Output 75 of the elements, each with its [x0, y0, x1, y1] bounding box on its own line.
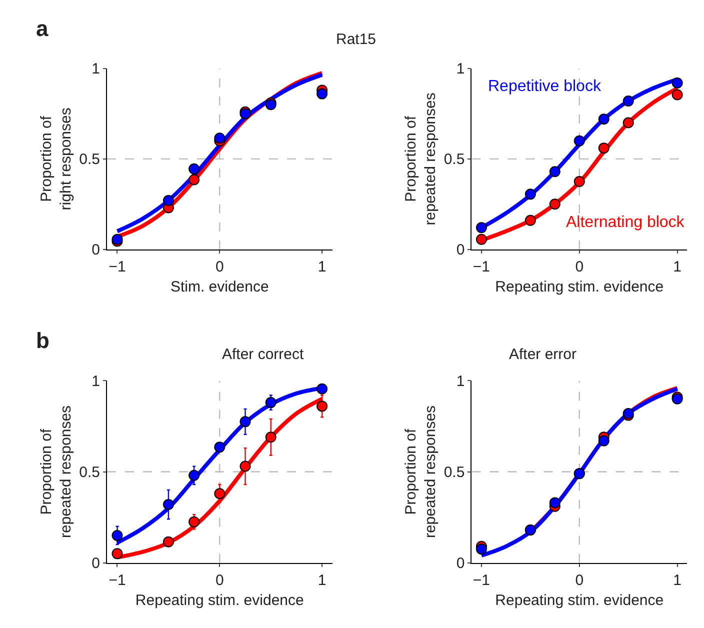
x-axis-title: Repeating stim. evidence [495, 278, 664, 296]
point [672, 77, 683, 88]
text: Rat15 [336, 31, 376, 48]
point [524, 214, 536, 226]
text: b [36, 328, 50, 353]
x-tick-label: 0 [215, 572, 224, 589]
point [214, 132, 226, 144]
series-label: Alternating block [566, 214, 686, 231]
point [265, 397, 276, 408]
x-tick-label: 0 [575, 258, 584, 276]
y-tick-label: 0.5 [444, 151, 465, 168]
point [188, 163, 200, 174]
x-tick-label: 0 [215, 258, 224, 276]
point [598, 142, 610, 154]
point [476, 222, 487, 234]
x-tick-label: −1 [472, 572, 490, 589]
x-axis-title: Repeating stim. evidence [495, 592, 664, 609]
point [672, 89, 683, 100]
point [549, 166, 560, 178]
point [162, 499, 174, 510]
y-tick-label: 1 [456, 60, 465, 78]
point [188, 516, 200, 528]
point [240, 416, 251, 428]
y-tick-label: 0.5 [79, 151, 100, 168]
point [162, 536, 174, 548]
x-tick-label: 1 [673, 258, 682, 276]
series-label: Repetitive block [488, 78, 602, 95]
point [549, 198, 560, 210]
point [162, 195, 174, 206]
x-tick-label: −1 [108, 572, 126, 589]
y-axis-title: Proportion of right responses [38, 108, 74, 210]
point [214, 488, 226, 500]
point [188, 470, 200, 481]
point [574, 176, 585, 188]
y-tick-label: 0 [92, 242, 100, 259]
point [549, 497, 560, 508]
y-tick-label: 0.5 [79, 464, 100, 481]
point [476, 544, 487, 555]
x-tick-label: 0 [575, 572, 584, 589]
y-tick-label: 1 [92, 60, 100, 78]
point [476, 234, 487, 245]
x-axis-title: Repeating stim. evidence [135, 592, 304, 609]
chart-title: After correct [222, 346, 305, 363]
x-tick-label: 1 [318, 258, 326, 276]
point [240, 460, 251, 472]
point [112, 548, 123, 560]
x-tick-label: 1 [318, 572, 326, 589]
point [598, 435, 610, 446]
point [214, 442, 226, 453]
point [316, 383, 328, 394]
point [265, 432, 276, 443]
y-axis-title: Proportion of repeated responses [402, 405, 440, 538]
point [112, 530, 123, 541]
x-axis-title: Stim. evidence [170, 278, 269, 296]
text: a [36, 16, 49, 41]
point [188, 174, 200, 186]
chart-title: After error [509, 346, 577, 363]
point [574, 135, 585, 146]
point [524, 188, 536, 200]
y-tick-label: 0.5 [444, 464, 465, 481]
x-tick-label: −1 [472, 258, 490, 276]
point [598, 114, 610, 125]
y-axis-title: Proportion of repeated responses [402, 92, 440, 226]
y-axis-title: Proportion of repeated responses [38, 405, 74, 538]
x-tick-label: 1 [673, 572, 682, 589]
point [316, 88, 328, 100]
point [622, 96, 634, 107]
point [316, 400, 328, 412]
y-tick-label: 0 [92, 555, 100, 572]
y-tick-label: 0 [456, 242, 465, 259]
x-tick-label: −1 [108, 258, 126, 276]
y-tick-label: 1 [456, 372, 465, 390]
point [622, 117, 634, 128]
y-tick-label: 1 [92, 372, 100, 390]
y-tick-label: 0 [456, 555, 465, 572]
